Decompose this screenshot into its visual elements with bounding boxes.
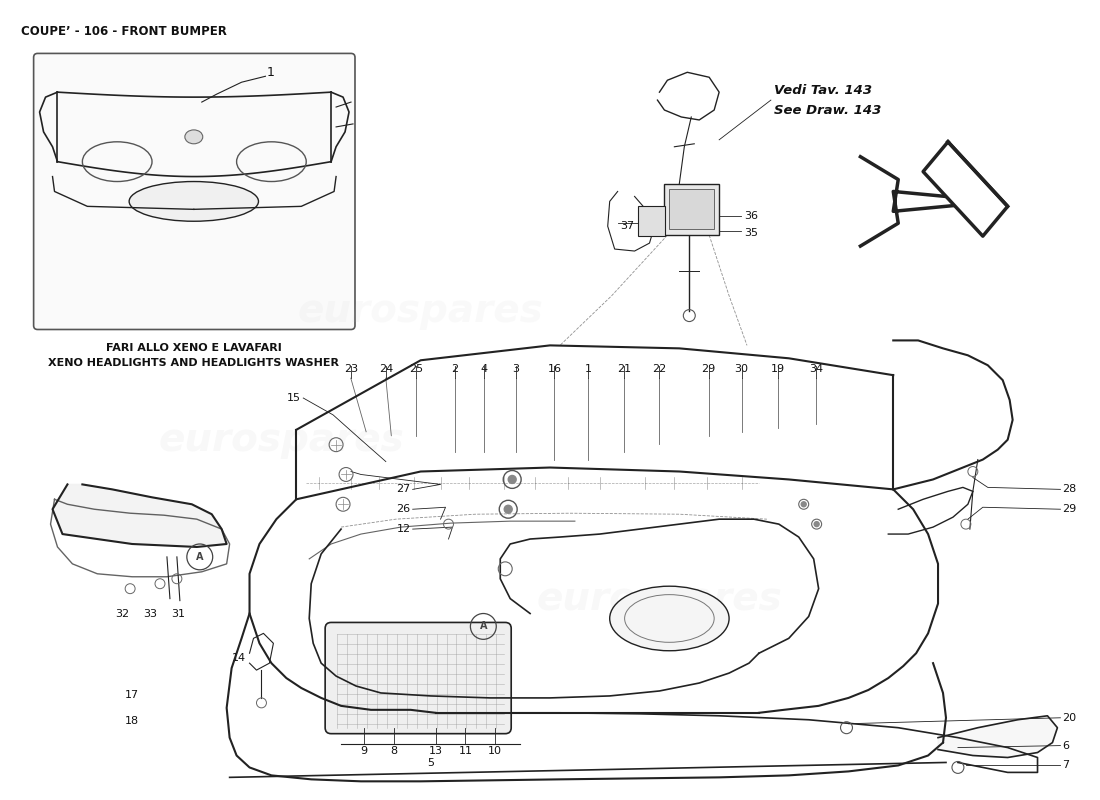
Text: COUPE’ - 106 - FRONT BUMPER: COUPE’ - 106 - FRONT BUMPER bbox=[21, 25, 227, 38]
Text: 31: 31 bbox=[170, 609, 185, 618]
Text: 17: 17 bbox=[125, 690, 140, 700]
Text: A: A bbox=[480, 622, 487, 631]
Text: 37: 37 bbox=[620, 222, 635, 231]
Circle shape bbox=[801, 502, 806, 506]
Text: 15: 15 bbox=[287, 393, 301, 403]
Text: 4: 4 bbox=[481, 364, 488, 374]
Circle shape bbox=[814, 522, 820, 526]
Text: eurospares: eurospares bbox=[158, 421, 404, 458]
Circle shape bbox=[508, 475, 516, 483]
Text: 8: 8 bbox=[390, 746, 397, 755]
FancyBboxPatch shape bbox=[34, 54, 355, 330]
Text: 6: 6 bbox=[1063, 741, 1069, 750]
Text: FARI ALLO XENO E LAVAFARI: FARI ALLO XENO E LAVAFARI bbox=[106, 343, 282, 354]
Bar bbox=[670, 190, 714, 229]
Circle shape bbox=[504, 506, 513, 514]
Text: 21: 21 bbox=[617, 364, 631, 374]
Text: 25: 25 bbox=[409, 364, 424, 374]
FancyBboxPatch shape bbox=[326, 622, 512, 734]
Text: 9: 9 bbox=[361, 746, 367, 755]
Text: 33: 33 bbox=[143, 609, 157, 618]
Text: 35: 35 bbox=[744, 228, 758, 238]
Polygon shape bbox=[923, 142, 1008, 236]
Text: 29: 29 bbox=[1063, 504, 1077, 514]
Text: 10: 10 bbox=[488, 746, 503, 755]
Text: 34: 34 bbox=[808, 364, 823, 374]
Text: 30: 30 bbox=[735, 364, 748, 374]
Text: eurospares: eurospares bbox=[298, 292, 543, 330]
Text: See Draw. 143: See Draw. 143 bbox=[774, 103, 881, 117]
Text: 13: 13 bbox=[429, 746, 442, 755]
Text: 1: 1 bbox=[266, 66, 274, 78]
Text: 3: 3 bbox=[513, 364, 519, 374]
Text: 1: 1 bbox=[585, 364, 592, 374]
Text: 19: 19 bbox=[771, 364, 784, 374]
Text: 14: 14 bbox=[232, 654, 245, 663]
Polygon shape bbox=[53, 485, 227, 547]
Ellipse shape bbox=[185, 130, 202, 144]
Text: 7: 7 bbox=[1063, 761, 1069, 770]
Text: 27: 27 bbox=[396, 484, 410, 494]
Text: 5: 5 bbox=[427, 758, 434, 767]
Text: 28: 28 bbox=[1063, 484, 1077, 494]
Ellipse shape bbox=[129, 182, 258, 222]
Text: 32: 32 bbox=[116, 609, 129, 618]
Bar bbox=[638, 206, 666, 236]
Text: eurospares: eurospares bbox=[537, 580, 782, 618]
Text: 20: 20 bbox=[1063, 713, 1077, 722]
Text: 22: 22 bbox=[652, 364, 667, 374]
Text: A: A bbox=[196, 552, 204, 562]
Text: 18: 18 bbox=[125, 716, 140, 726]
Text: 12: 12 bbox=[397, 524, 410, 534]
Text: XENO HEADLIGHTS AND HEADLIGHTS WASHER: XENO HEADLIGHTS AND HEADLIGHTS WASHER bbox=[48, 358, 339, 368]
Text: 36: 36 bbox=[744, 211, 758, 222]
Text: 29: 29 bbox=[702, 364, 716, 374]
Polygon shape bbox=[860, 157, 998, 246]
Text: 2: 2 bbox=[451, 364, 459, 374]
Text: Vedi Tav. 143: Vedi Tav. 143 bbox=[774, 84, 872, 97]
Ellipse shape bbox=[609, 586, 729, 650]
Polygon shape bbox=[938, 716, 1057, 758]
Text: 24: 24 bbox=[378, 364, 393, 374]
Bar bbox=[664, 183, 719, 235]
Text: 11: 11 bbox=[459, 746, 472, 755]
Text: 26: 26 bbox=[397, 504, 410, 514]
Text: 23: 23 bbox=[343, 364, 358, 374]
Text: 16: 16 bbox=[548, 364, 561, 374]
